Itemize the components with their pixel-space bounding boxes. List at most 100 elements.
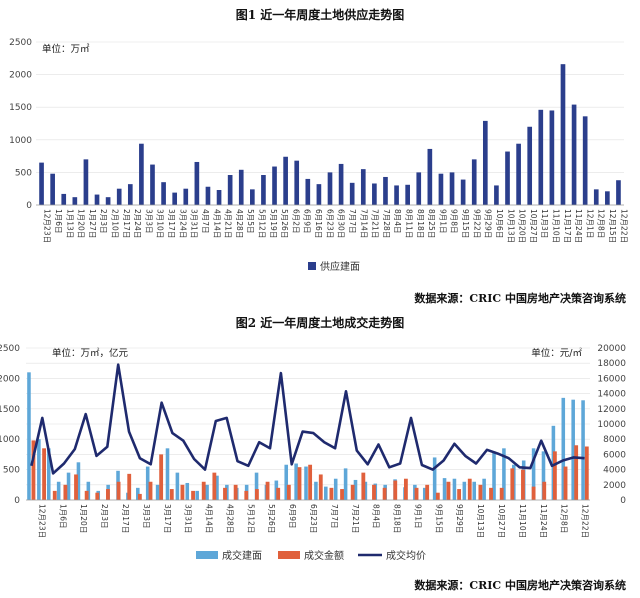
- chart1-x-tick-label: 1月20日: [77, 209, 86, 238]
- chart2-x-tick-labels: 12月23日 1月6日 1月20日 2月3日 2月17日 3月3日 3月17日 3月31日 4月…: [37, 504, 589, 538]
- chart2-y-left-tick-label: 1500: [0, 405, 20, 415]
- chart1-x-tick-label: 7月21日: [371, 209, 380, 238]
- chart1-x-tick-label: 6月2日: [291, 209, 300, 234]
- chart2-price-line: [30, 363, 585, 475]
- chart2-bar-amount: [31, 440, 36, 500]
- chart2-bar-area: [46, 448, 51, 500]
- chart1-bar: [72, 197, 78, 205]
- chart1-x-tick-label: 9月29日: [484, 209, 493, 238]
- chart1-bar: [294, 160, 300, 205]
- chart2-bar-area: [145, 466, 150, 500]
- chart1-x-tick-label: 1月13日: [65, 209, 74, 238]
- chart2-bar-area: [215, 475, 219, 500]
- chart2-bar-area: [37, 439, 41, 500]
- chart2-x-tick-label: 1月20日: [79, 504, 88, 533]
- chart2-bar-area: [333, 478, 338, 500]
- chart1-y-tick-label: 0: [26, 201, 32, 211]
- chart1-bar: [571, 104, 577, 205]
- chart1-bar: [227, 175, 233, 205]
- chart1-x-tick-label: 4月21日: [224, 209, 233, 238]
- chart1-y-axis: 0 500 1000 1500 2000 2500: [9, 38, 32, 211]
- chart2-legend-label-amount: 成交金额: [304, 549, 344, 562]
- chart2-bar-amount: [425, 484, 430, 500]
- chart2-bar-area: [155, 484, 160, 500]
- chart1-bar: [527, 126, 533, 205]
- chart2-bar-amount: [499, 487, 504, 500]
- chart1-x-tick-label: 5月5日: [246, 209, 255, 234]
- chart2-x-tick-label: 12月22日: [581, 504, 590, 538]
- chart1-bar: [139, 143, 144, 205]
- chart1-x-tick-label: 10月6日: [495, 209, 504, 238]
- chart1-bar: [460, 179, 466, 205]
- chart1-bar: [205, 186, 211, 205]
- chart1-bar: [316, 184, 322, 205]
- chart1-bar: [94, 194, 100, 205]
- chart1-legend-label: 供应建面: [320, 260, 360, 273]
- chart1-x-tick-labels: 12月23日 1月6日 1月13日 1月20日 1月27日 2月3日 2月10日 2月17日 2…: [43, 209, 629, 243]
- chart2-bar-amount: [95, 492, 100, 500]
- chart1-bars: [39, 64, 621, 205]
- chart2-bar-amount: [361, 472, 366, 500]
- chart1-x-tick-label: 9月8日: [450, 209, 459, 234]
- chart1-bar: [605, 191, 610, 205]
- chart2-bar-area: [56, 481, 61, 500]
- chart2-bar-amount: [457, 489, 462, 500]
- chart1-bar: [549, 110, 555, 205]
- chart2-bar-amount: [233, 484, 238, 500]
- chart2-bar-amount: [584, 446, 589, 500]
- chart2-bar-amount: [531, 486, 536, 500]
- chart1-x-tick-label: 5月26日: [280, 209, 289, 238]
- chart2-x-tick-label: 3月3日: [142, 504, 151, 529]
- chart1-x-tick-label: 6月9日: [303, 209, 312, 234]
- chart2-bar-amount: [467, 478, 472, 500]
- chart2-bar-amount: [84, 490, 89, 500]
- chart2-bar-amount: [244, 490, 249, 500]
- chart1-bar: [305, 178, 311, 205]
- chart1-bar: [150, 164, 155, 205]
- chart1-x-tick-label: 3月17日: [167, 209, 176, 238]
- chart1-source: 数据来源：CRIC 中国房地产决策咨询系统: [414, 291, 626, 305]
- chart1-x-tick-label: 3月10日: [156, 209, 165, 238]
- chart2-bar-area: [492, 451, 496, 500]
- chart1-gridlines: [36, 41, 624, 173]
- chart1-x-tick-label: 6月30日: [337, 209, 346, 238]
- chart2-x-tick-label: 2月17日: [121, 504, 130, 533]
- chart2-bar-area: [76, 462, 81, 500]
- chart1-bar: [427, 148, 433, 205]
- chart1-x-tick-label: 2月3日: [99, 209, 108, 234]
- chart2-bars-amount: [31, 440, 589, 500]
- chart2-y-left-tick-label: 2000: [0, 374, 20, 384]
- chart2-bar-area: [136, 487, 140, 500]
- chart1-x-tick-label: 4月28日: [235, 209, 244, 238]
- chart2-y-axis-right: 0 2000 4000 6000 8000 10000 12000 14000 16000 180…: [597, 344, 626, 506]
- chart1-bar: [560, 64, 566, 205]
- chart2-y-left-tick-label: 1000: [0, 435, 20, 445]
- chart1-x-tick-label: 11月10日: [552, 209, 561, 243]
- chart2-bar-amount: [169, 489, 174, 500]
- chart1-legend: 供应建面: [308, 260, 360, 273]
- chart2-bar-amount: [286, 484, 291, 500]
- chart2-bar-area: [27, 372, 31, 500]
- chart1-bar: [494, 185, 499, 205]
- chart2-x-tick-label: 3月17日: [163, 504, 172, 533]
- chart2-bar-amount: [308, 464, 313, 500]
- chart2-bar-amount: [42, 448, 47, 500]
- chart2-bar-amount: [414, 487, 419, 500]
- chart1-x-tick-label: 9月15日: [461, 209, 470, 238]
- chart1-bar: [50, 173, 55, 205]
- chart1-bar: [327, 172, 333, 205]
- chart2-bar-amount: [393, 480, 398, 500]
- chart2-unit-label-left: 单位：万㎡，亿元: [52, 347, 129, 359]
- chart2-x-tick-label: 8月18日: [393, 504, 402, 533]
- chart2-bar-amount: [446, 481, 451, 500]
- chart2-legend-swatch-area: [196, 551, 218, 559]
- chart2-bar-area: [452, 478, 457, 500]
- chart1-bar: [261, 175, 266, 205]
- chart1-x-tick-label: 10月13日: [506, 209, 515, 243]
- chart2-bar-area: [482, 478, 486, 500]
- chart2-bar-area: [462, 481, 467, 500]
- chart1-bar: [183, 188, 189, 205]
- chart2-x-tick-label: 11月10日: [518, 504, 527, 538]
- chart2-x-tick-label: 7月21日: [351, 504, 360, 533]
- chart2-x-tick-label: 7月7日: [330, 504, 339, 529]
